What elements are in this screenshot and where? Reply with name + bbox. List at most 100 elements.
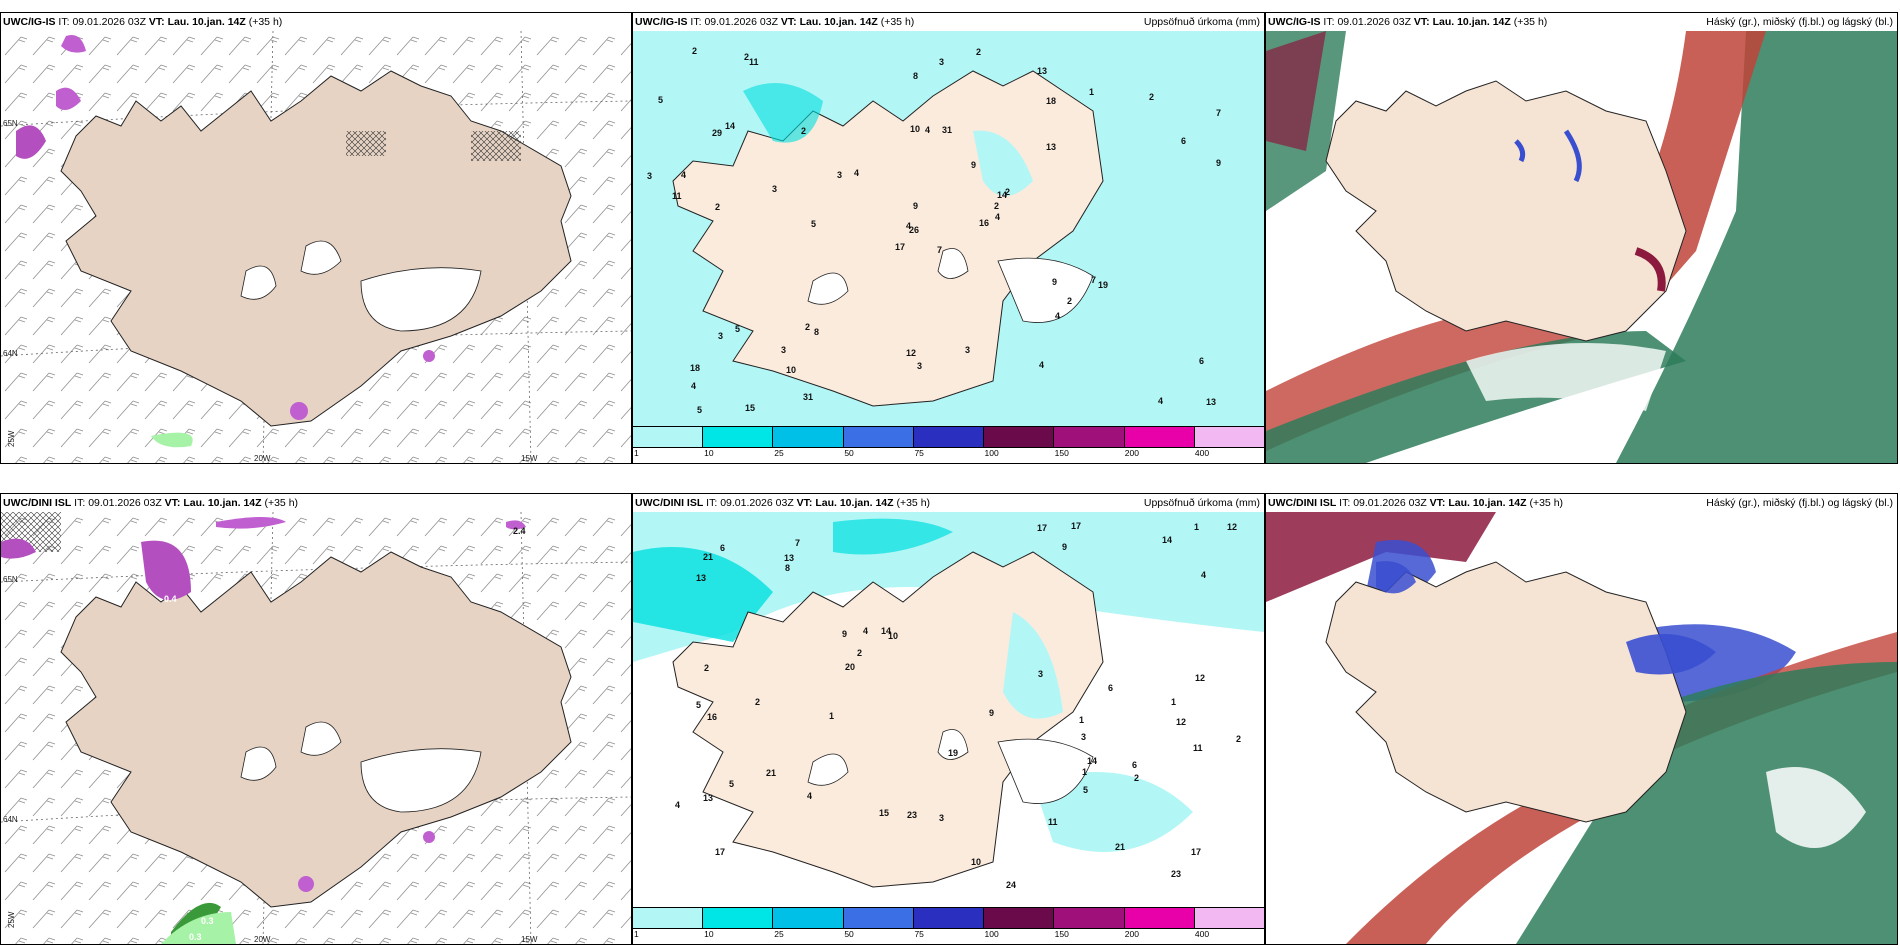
precip-value: 7 bbox=[1091, 275, 1096, 285]
colorbar-tick-label: 400 bbox=[1194, 929, 1210, 939]
colorbar-tick-label: 75 bbox=[914, 448, 924, 458]
panel-wind-bottom: UWC/DINI ISL IT: 09.01.2026 03Z VT: Lau.… bbox=[0, 493, 632, 945]
wind-value: 0.4 bbox=[164, 594, 177, 604]
panel-right-title: Háský (gr.), miðský (fj.bl.) og lágský (… bbox=[1706, 497, 1893, 509]
precip-value: 2 bbox=[805, 322, 810, 332]
precip-value: 4 bbox=[1039, 360, 1044, 370]
precip-value: 3 bbox=[939, 57, 944, 67]
precip-value: 3 bbox=[965, 345, 970, 355]
lon-label-20w: 20W bbox=[254, 935, 271, 944]
precip-value: 1 bbox=[1171, 697, 1176, 707]
precip-value: 23 bbox=[1171, 869, 1181, 879]
precip-value: 26 bbox=[909, 225, 919, 235]
panel-right-title: Háský (gr.), miðský (fj.bl.) og lágský (… bbox=[1706, 16, 1893, 28]
precip-value: 4 bbox=[681, 170, 686, 180]
precip-value: 1 bbox=[1194, 522, 1199, 532]
precip-value: 14 bbox=[881, 626, 891, 636]
precip-value: 3 bbox=[939, 813, 944, 823]
colorbar-swatch bbox=[773, 908, 844, 928]
colorbar-tick-label: 10 bbox=[704, 929, 714, 939]
precip-value: 2 bbox=[1005, 187, 1010, 197]
precip-value: 16 bbox=[707, 712, 717, 722]
precip-value: 1 bbox=[1089, 87, 1094, 97]
colorbar-swatch bbox=[1054, 427, 1125, 447]
precip-value: 21 bbox=[766, 768, 776, 778]
wind-value: 0.3 bbox=[189, 932, 202, 942]
precip-value: 18 bbox=[1046, 96, 1056, 106]
precip-value: 9 bbox=[1052, 277, 1057, 287]
panel-precip-bottom: UWC/DINI ISL IT: 09.01.2026 03Z VT: Lau.… bbox=[632, 493, 1265, 945]
precip-value: 23 bbox=[907, 810, 917, 820]
precip-value: 11 bbox=[672, 191, 682, 201]
precip-value: 2 bbox=[1067, 296, 1072, 306]
precip-value: 14 bbox=[725, 121, 735, 131]
wind-map: 20W 15W 25W 65N 64N bbox=[1, 31, 631, 463]
precip-value: 14 bbox=[997, 190, 1007, 200]
precip-value: 2 bbox=[1149, 92, 1154, 102]
precip-value: 12 bbox=[1195, 673, 1205, 683]
iceland-land bbox=[672, 551, 1104, 888]
precip-value: 2 bbox=[692, 46, 697, 56]
precip-value: 24 bbox=[1006, 880, 1016, 890]
precip-value: 17 bbox=[1071, 521, 1081, 531]
precip-value: 1 bbox=[1079, 715, 1084, 725]
precip-value: 15 bbox=[745, 403, 755, 413]
colorbar-swatch bbox=[1124, 908, 1195, 928]
precip-value: 4 bbox=[675, 800, 680, 810]
colorbar-tick-label: 150 bbox=[1054, 448, 1069, 458]
precip-value: 3 bbox=[647, 171, 652, 181]
precip-value: 2 bbox=[755, 697, 760, 707]
colorbar-tick-label: 10 bbox=[704, 448, 714, 458]
precip-value: 4 bbox=[854, 168, 859, 178]
precip-value: 2 bbox=[857, 648, 862, 658]
precip-value: 3 bbox=[1081, 732, 1086, 742]
wind-value: 2.4 bbox=[513, 526, 526, 536]
lon-label-25w: 25W bbox=[7, 430, 16, 447]
precip-value: 15 bbox=[879, 808, 889, 818]
colorbar-swatch bbox=[773, 427, 844, 447]
precip-value: 31 bbox=[942, 125, 952, 135]
precip-value: 17 bbox=[1191, 847, 1201, 857]
cloud-map bbox=[1266, 512, 1897, 944]
precip-value: 2 bbox=[801, 126, 806, 136]
precip-value: 4 bbox=[1055, 311, 1060, 321]
precip-value: 17 bbox=[1037, 523, 1047, 533]
wind-map: 2.4 0.4 0.3 0.3 20W 15W 25W 65N 64N bbox=[1, 512, 631, 944]
precip-map: 7292618148133118161113271713151095441042… bbox=[633, 31, 1264, 426]
precip-value: 5 bbox=[658, 95, 663, 105]
colorbar-swatch bbox=[843, 908, 914, 928]
precip-value: 31 bbox=[803, 392, 813, 402]
precip-value: 4 bbox=[995, 212, 1000, 222]
precip-value: 4 bbox=[1158, 396, 1163, 406]
colorbar-swatch bbox=[984, 427, 1055, 447]
precip-value: 13 bbox=[696, 573, 706, 583]
precip-value: 11 bbox=[1193, 743, 1203, 753]
colorbar-tick-label: 200 bbox=[1124, 929, 1139, 939]
precip-value: 14 bbox=[1087, 756, 1097, 766]
lat-label-64n: 64N bbox=[3, 815, 18, 824]
colorbar-tick-label: 50 bbox=[844, 929, 854, 939]
precip-value: 7 bbox=[937, 245, 942, 255]
precip-value: 17 bbox=[715, 847, 725, 857]
colorbar-swatch bbox=[703, 427, 774, 447]
colorbar-tick-label: 25 bbox=[774, 929, 784, 939]
precip-value: 3 bbox=[837, 170, 842, 180]
precip-value: 12 bbox=[906, 348, 916, 358]
precip-value: 5 bbox=[729, 779, 734, 789]
precip-value: 6 bbox=[1132, 760, 1137, 770]
panel-clouds-bottom: UWC/DINI ISL IT: 09.01.2026 03Z VT: Lau.… bbox=[1265, 493, 1898, 945]
colorbar-swatch bbox=[913, 427, 985, 447]
precip-value: 2 bbox=[744, 52, 749, 62]
precip-value: 10 bbox=[971, 857, 981, 867]
lat-label-64n: 64N bbox=[3, 349, 18, 358]
precip-value: 13 bbox=[784, 553, 794, 563]
precip-value: 5 bbox=[735, 324, 740, 334]
colorbar-tick-label: 50 bbox=[844, 448, 854, 458]
colorbar-swatch bbox=[633, 427, 704, 447]
precip-value: 2 bbox=[994, 201, 999, 211]
precip-value: 10 bbox=[786, 365, 796, 375]
precip-value: 13 bbox=[1037, 66, 1047, 76]
colorbar-swatch bbox=[1194, 908, 1264, 928]
precip-value: 1 bbox=[829, 711, 834, 721]
precip-values: 7292618148133118161113271713151095441042… bbox=[647, 46, 1221, 415]
